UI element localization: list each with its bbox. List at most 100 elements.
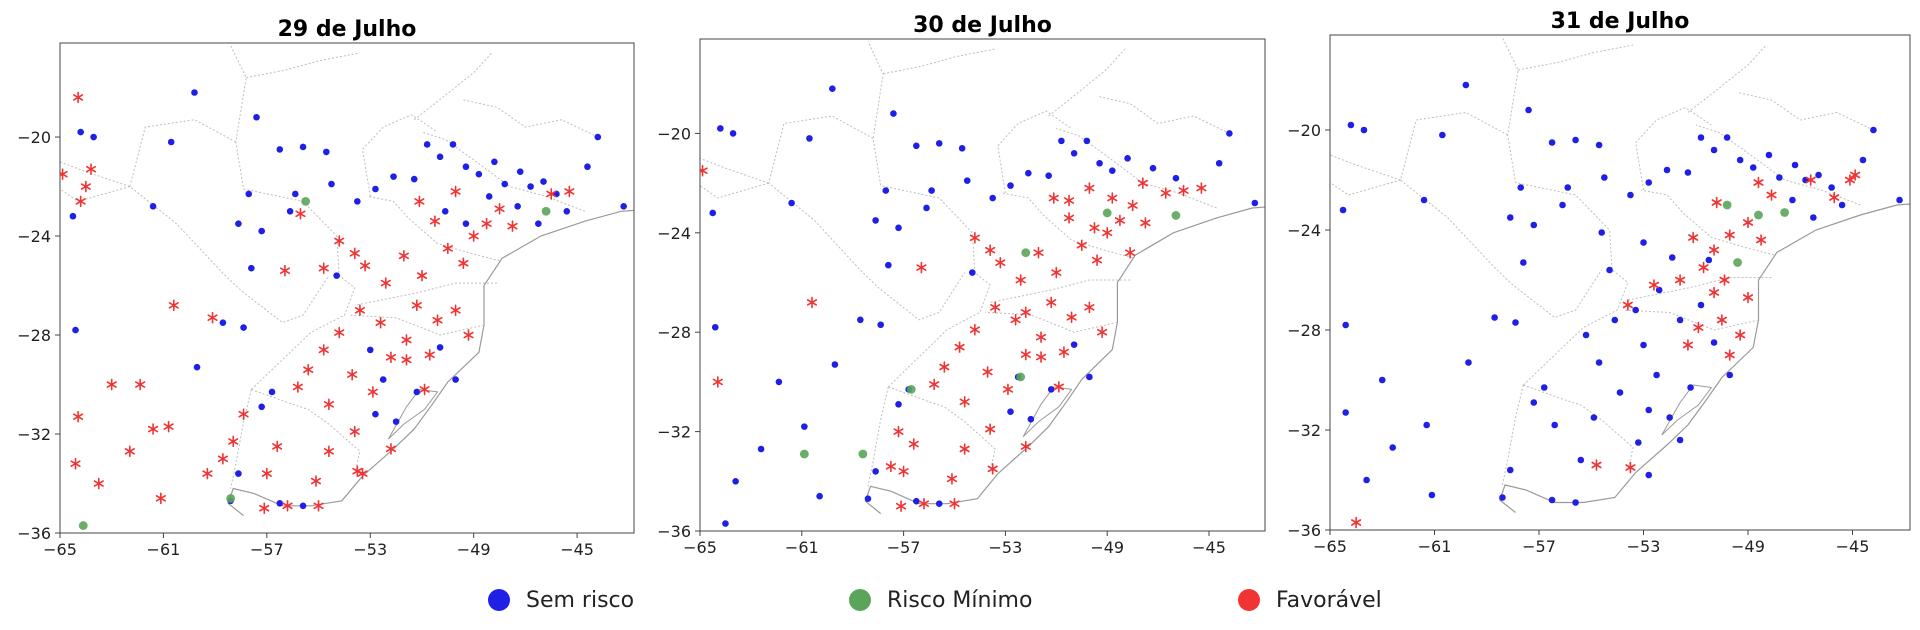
favoravel-point [334, 235, 345, 247]
favoravel-point [1622, 299, 1633, 311]
x-tick-label: −49 [1090, 538, 1124, 557]
sem-risco-point [452, 376, 459, 383]
favoravel-point [1035, 351, 1047, 363]
sem-risco-point [1215, 159, 1223, 167]
favoravel-point [334, 326, 345, 339]
favoravel-point [463, 329, 474, 341]
favoravel-point [898, 465, 909, 478]
sem-risco-point [1611, 316, 1619, 324]
sem-risco-point [620, 203, 627, 210]
border-line [1737, 92, 1874, 131]
favoravel-point [432, 314, 443, 326]
x-tick-label: −57 [1522, 537, 1556, 556]
favoravel-point [450, 185, 461, 198]
x-tick-label: −65 [43, 540, 77, 559]
sem-risco-point [1108, 167, 1116, 174]
y-tick-label: −32 [17, 425, 51, 444]
sem-risco-point [1530, 399, 1538, 406]
sem-risco-point [299, 502, 307, 510]
sem-risco-point [72, 326, 79, 334]
favoravel-point [70, 457, 81, 470]
sem-risco-point [379, 376, 387, 383]
risco-minimo-point [1021, 248, 1031, 258]
favoravel-point [1735, 329, 1746, 341]
favoravel-point [1766, 189, 1777, 201]
sem-risco-point [1551, 421, 1558, 429]
sem-risco-point [989, 194, 996, 202]
blue-dot-icon [488, 589, 510, 611]
border-line [1330, 179, 1401, 196]
sem-risco-point [235, 220, 242, 227]
y-tick-label: −32 [657, 423, 691, 442]
favoravel-point [916, 261, 927, 274]
favoravel-point [279, 264, 291, 277]
sem-risco-point [1655, 286, 1663, 294]
favoravel-point [507, 220, 518, 232]
sem-risco-point [1083, 137, 1091, 145]
favoravel-point [1002, 383, 1014, 396]
station-points [1339, 81, 1903, 529]
sem-risco-point [584, 163, 591, 171]
sem-risco-point [245, 190, 253, 198]
sem-risco-point [1815, 171, 1822, 179]
border-line [867, 41, 991, 388]
plot-frame [1329, 34, 1911, 531]
sem-risco-point [1590, 414, 1598, 421]
sem-risco-point [1684, 169, 1692, 176]
border-line [1048, 48, 1126, 117]
map-panel: 31 de Julho −65 −61 −57 −53 −49 −45 −20 −24 −28 −3… [1287, 9, 1911, 556]
x-tick-label: −57 [250, 540, 284, 559]
basemap [1330, 37, 1910, 513]
risco-minimo-point [1016, 372, 1026, 382]
border-line [463, 99, 599, 138]
border-line [1695, 124, 1861, 206]
favoravel-point [1127, 199, 1138, 212]
x-tick-label: −65 [683, 538, 717, 557]
border-line [1501, 37, 1629, 386]
favoravel-point [416, 269, 428, 282]
legend-label: Favorável [1276, 587, 1382, 613]
favoravel-point [985, 244, 996, 257]
sem-risco-point [1870, 126, 1877, 134]
sem-risco-point [1047, 386, 1055, 393]
sem-risco-point [963, 177, 971, 184]
sem-risco-point [1564, 184, 1572, 191]
favoravel-point [985, 423, 996, 435]
sem-risco-point [1645, 179, 1653, 186]
sem-risco-point [1548, 496, 1556, 504]
favoravel-point [207, 311, 218, 324]
sem-risco-point [1506, 214, 1514, 221]
risco-minimo-point [858, 449, 868, 459]
favoravel-point [908, 438, 919, 450]
sem-risco-point [1499, 494, 1506, 501]
coastline [864, 206, 1265, 515]
sem-risco-point [895, 400, 902, 408]
favoravel-point [1035, 331, 1047, 343]
favoravel-point [347, 368, 358, 381]
panel-title: 29 de Julho [278, 17, 417, 42]
favoravel-point [1107, 192, 1118, 204]
favoravel-point [806, 296, 818, 309]
y-tick-label: −28 [17, 326, 51, 345]
favoravel-point [135, 378, 146, 391]
favoravel-point [1724, 349, 1735, 361]
sem-risco-point [563, 207, 571, 215]
border-line [990, 279, 1131, 303]
border-line [1518, 44, 1634, 71]
sem-risco-point [816, 492, 823, 500]
sem-risco-point [286, 207, 294, 215]
sem-risco-point [1710, 339, 1718, 346]
border-line [984, 311, 1118, 333]
risco-minimo-point [1733, 258, 1742, 267]
favoravel-point [1742, 291, 1754, 304]
sem-risco-point [1520, 259, 1527, 266]
border-line [246, 52, 360, 79]
sem-risco-point [1640, 239, 1647, 246]
sem-risco-point [831, 361, 839, 368]
sem-risco-point [1491, 314, 1498, 321]
favoravel-point [1693, 321, 1704, 334]
sem-risco-point [928, 187, 935, 194]
green-dot-icon [849, 589, 871, 611]
plot-frame [699, 38, 1266, 532]
favoravel-point [401, 353, 412, 366]
